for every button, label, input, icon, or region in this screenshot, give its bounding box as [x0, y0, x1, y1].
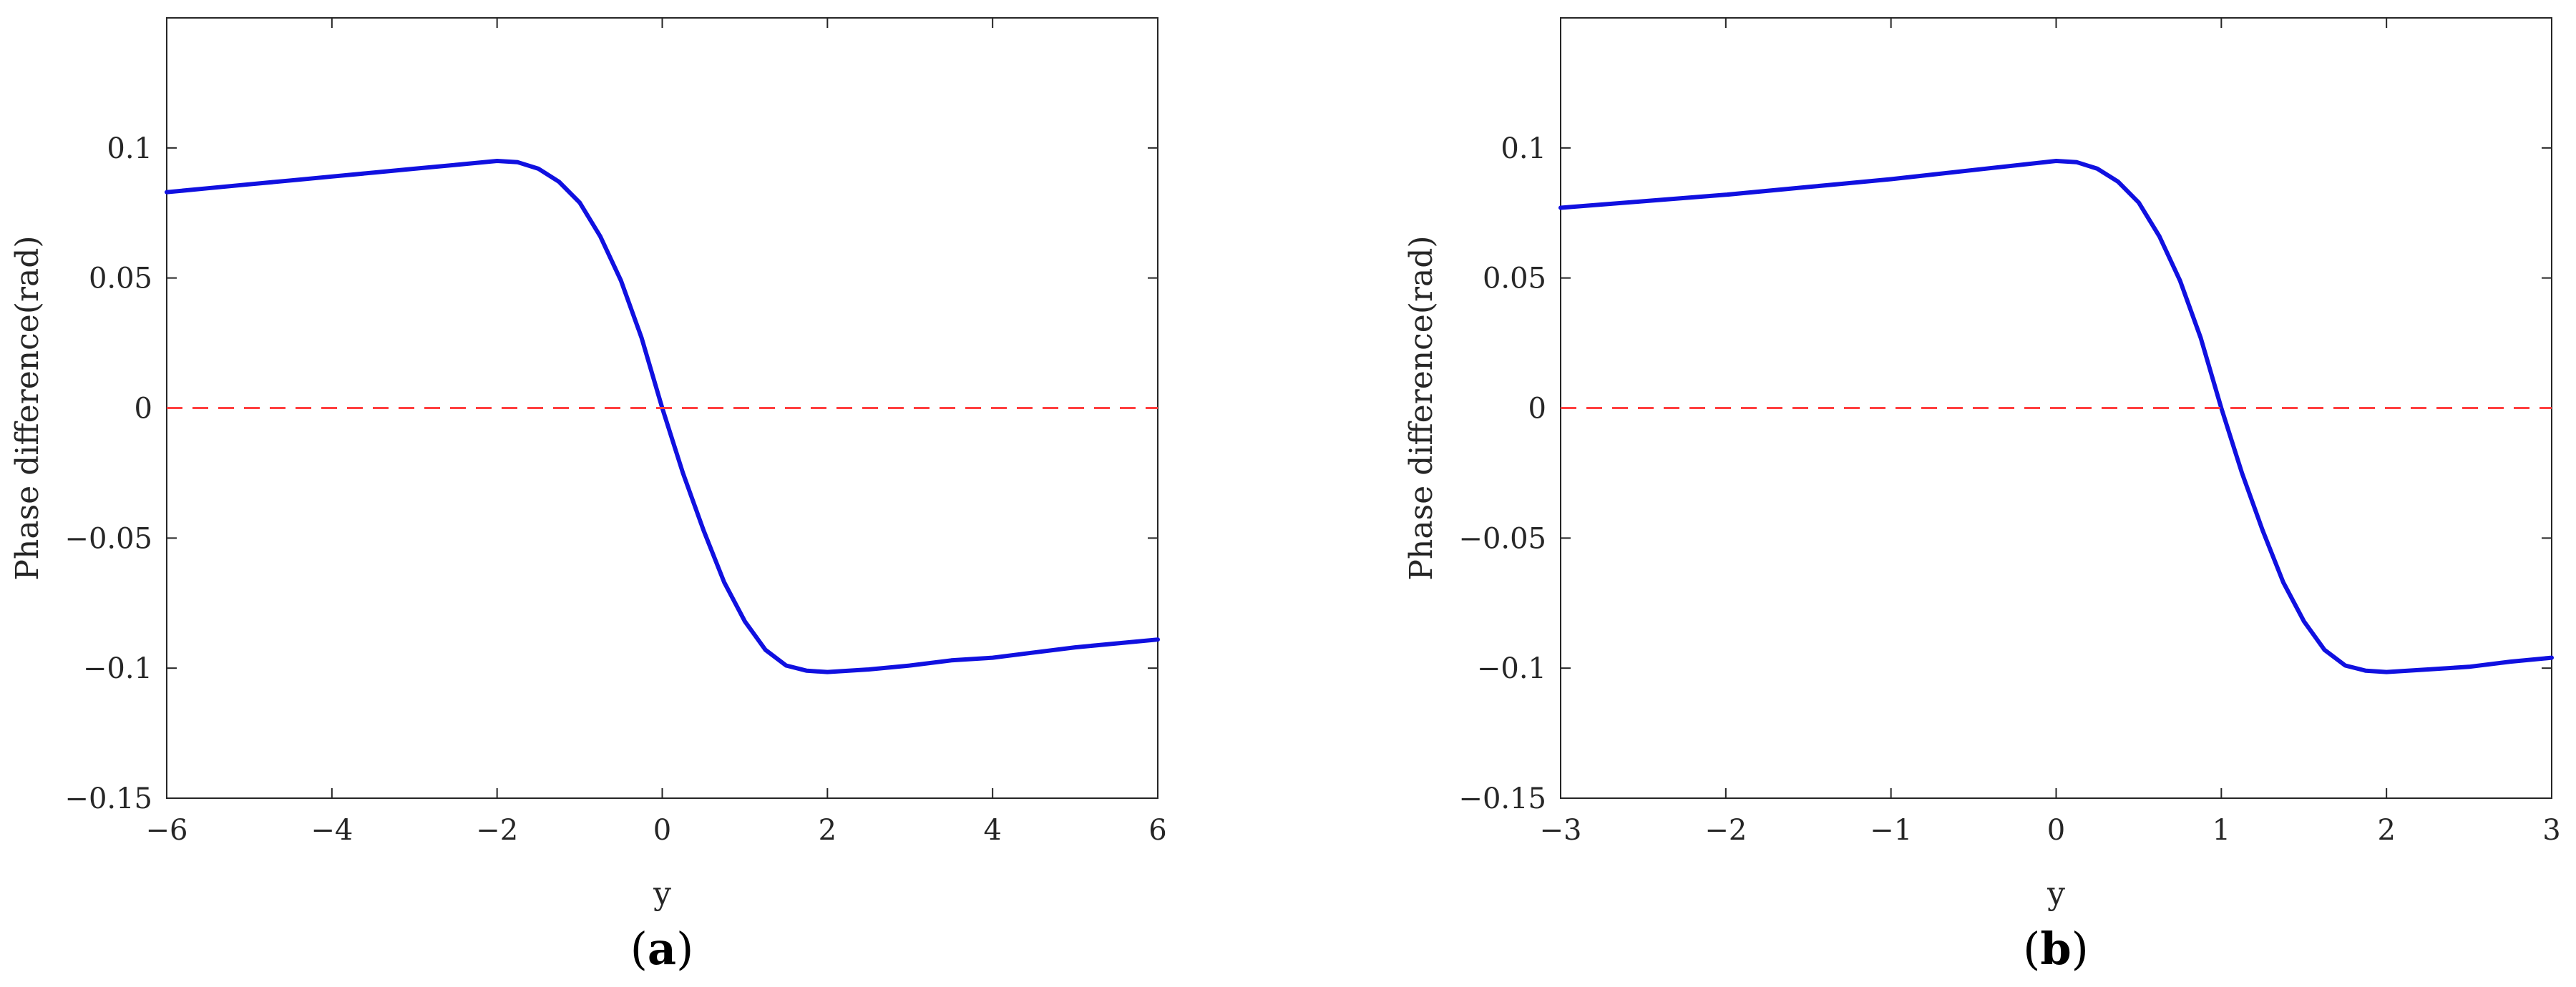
- y-axis-title: Phase difference(rad): [1403, 235, 1440, 580]
- x-tick-label: −6: [146, 814, 188, 847]
- chart-panel-b: −3 −2 −1 0 1 2 3 −0.15 −0.1 −0.05 0 0.05 0.1 y Phase d…: [1403, 17, 2561, 975]
- x-tick-label: 0: [2047, 814, 2065, 847]
- x-tick-label: 0: [653, 814, 671, 847]
- x-tick-label: −2: [476, 814, 518, 847]
- panel-label: (a): [630, 923, 694, 975]
- phase-difference-curve: [1558, 159, 2554, 674]
- x-tick-label: 2: [2377, 814, 2395, 847]
- y-tick-label: 0.05: [89, 262, 152, 295]
- x-tick-label: −1: [1870, 814, 1912, 847]
- y-tick-label: 0.1: [1501, 132, 1546, 165]
- y-tick-label: −0.05: [64, 522, 152, 555]
- y-tick-label: −0.1: [83, 652, 152, 685]
- y-tick-label: −0.15: [64, 782, 152, 815]
- x-tick-label: 3: [2542, 814, 2560, 847]
- y-tick-label: 0: [135, 393, 152, 426]
- y-tick-label: 0.1: [107, 132, 152, 165]
- x-tick-label: 2: [819, 814, 836, 847]
- y-tick-label: 0: [1528, 393, 1546, 426]
- y-axis-title: Phase difference(rad): [9, 235, 46, 580]
- y-tick-label: −0.05: [1458, 522, 1546, 555]
- x-axis-title: y: [2046, 875, 2065, 912]
- x-tick-label: 1: [2212, 814, 2230, 847]
- chart-panel-a: −6 −4 −2 0 2 4 6 −0.15 −0.1 −0.05 0 0.05 0.1 y Phase d…: [9, 17, 1167, 975]
- y-tick-label: −0.1: [1477, 652, 1546, 685]
- x-tick-label: −2: [1704, 814, 1747, 847]
- x-tick-label: 4: [983, 814, 1001, 847]
- x-tick-label: 6: [1148, 814, 1166, 847]
- panel-label: (b): [2023, 923, 2089, 975]
- y-tick-label: 0.05: [1483, 262, 1546, 295]
- x-axis-title: y: [653, 875, 671, 912]
- x-tick-label: −3: [1540, 814, 1582, 847]
- x-tick-label: −4: [311, 814, 353, 847]
- y-tick-label: −0.15: [1458, 782, 1546, 815]
